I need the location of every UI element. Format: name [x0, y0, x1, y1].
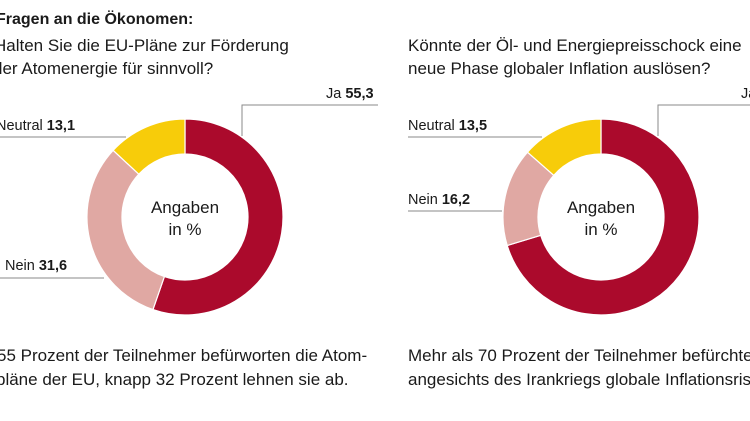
right-question-line-1: Könnte der Öl- und Energiepreisschock ei… — [408, 36, 742, 55]
right-ja-label-text: Ja — [741, 86, 750, 102]
left-caption-line-1: 55 Prozent der Teilnehmer befürworten di… — [0, 346, 368, 365]
left-ja-leader — [241, 104, 378, 136]
right-ja-label: Ja — [741, 86, 750, 102]
slice-ja — [506, 118, 700, 316]
left-neutral-label: Neutral 13,1 — [0, 118, 75, 134]
header-title: Fragen an die Ökonomen: — [0, 11, 194, 28]
right-center-label-1: Angaben — [567, 198, 635, 217]
left-center-label-1: Angaben — [151, 198, 219, 217]
left-ja-value: 55,3 — [345, 86, 374, 102]
right-question-line-2: neue Phase globaler Inflation auslösen? — [408, 59, 711, 78]
right-neutral-value: 13,5 — [458, 118, 488, 134]
right-neutral-label-text: Neutral — [408, 118, 455, 134]
right-neutral-label: Neutral 13,5 — [408, 118, 487, 134]
left-ja-label: Ja 55,3 — [326, 86, 374, 102]
left-center-label-2: in % — [168, 220, 201, 239]
left-question-line-1: Halten Sie die EU-Pläne zur Förderung — [0, 36, 289, 55]
slice-neutral — [526, 118, 602, 177]
right-caption-line-2: angesichts des Irankriegs globale Inflat… — [408, 370, 750, 389]
left-nein-value: 31,6 — [38, 258, 68, 274]
left-neutral-value: 13,1 — [46, 118, 76, 134]
right-nein-value: 16,2 — [441, 192, 471, 208]
left-question-line-2: der Atomenergie für sinnvoll? — [0, 59, 214, 78]
right-caption-line-1: Mehr als 70 Prozent der Teilnehmer befür… — [408, 346, 750, 365]
slice-neutral — [112, 118, 186, 176]
left-nein-label: Nein 31,6 — [5, 258, 67, 274]
right-ja-leader — [657, 104, 750, 136]
left-donut — [86, 118, 284, 316]
left-neutral-label-text: Neutral — [0, 118, 43, 134]
slice-ja — [152, 118, 284, 316]
left-caption-line-2: pläne der EU, knapp 32 Prozent lehnen si… — [0, 370, 349, 389]
right-nein-label: Nein 16,2 — [408, 192, 470, 208]
right-nein-label-text: Nein — [408, 192, 438, 208]
right-center-label-2: in % — [584, 220, 617, 239]
right-donut — [502, 118, 700, 316]
left-ja-label-text: Ja — [326, 86, 342, 102]
slice-nein — [86, 149, 166, 311]
left-nein-label-text: Nein — [5, 258, 35, 274]
